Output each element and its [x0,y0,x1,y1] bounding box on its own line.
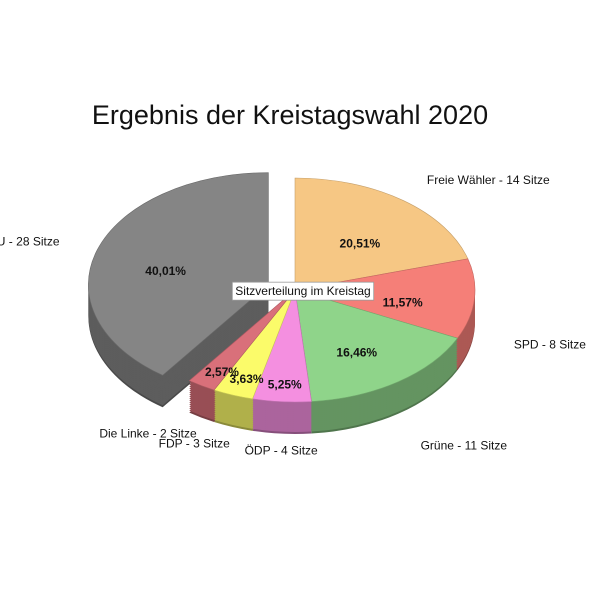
category-label: CSU - 28 Sitze [0,235,60,249]
slice [188,289,296,391]
annotation: Sitzverteilung im Kreistag [231,281,375,301]
value-label: 5,25% [268,377,302,391]
slice [294,177,469,291]
slice [88,172,269,376]
value-label: 40,01% [145,264,186,278]
value-label: 16,46% [336,345,377,359]
value-label: 3,63% [230,372,264,386]
category-label: Die Linke - 2 Sitze [99,427,197,441]
slice [294,258,476,339]
category-label: FDP - 3 Sitze [159,437,230,451]
slice [294,289,458,402]
category-label: SPD - 8 Sitze [514,337,586,351]
category-label: Grüne - 11 Sitze [421,438,508,452]
value-label: 20,51% [340,236,381,250]
category-label: Freie Wähler - 14 Sitze [427,173,550,187]
chart-title: Ergebnis der Kreistagswahl 2020 [92,100,488,130]
category-label: ÖDP - 4 Sitze [245,443,318,457]
annotation-text: Sitzverteilung im Kreistag [235,284,370,298]
annotation-box [231,281,375,301]
value-label: 11,57% [383,296,423,310]
value-label: 2,57% [205,365,239,379]
